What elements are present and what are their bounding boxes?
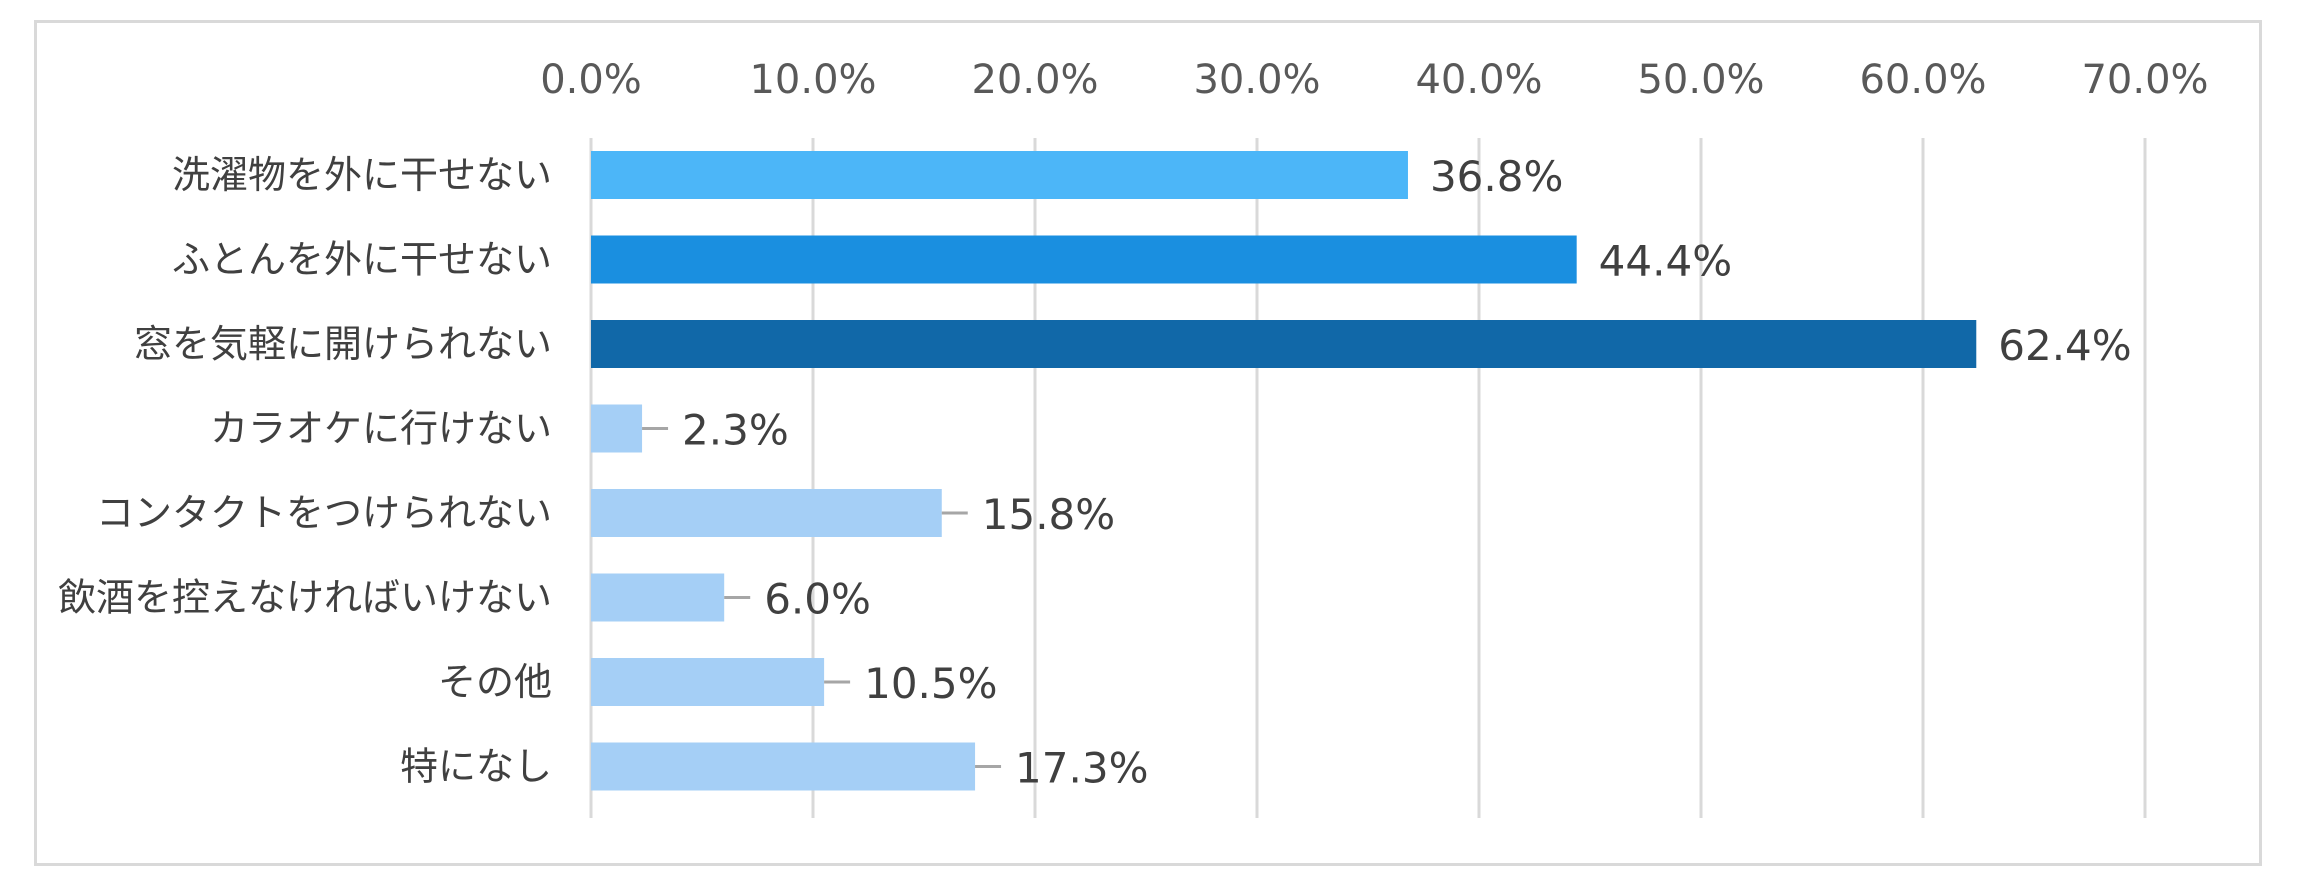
category-label: カラオケに行けない xyxy=(210,407,552,451)
x-tick-label: 60.0% xyxy=(1859,57,1986,103)
data-label: 62.4% xyxy=(1998,321,2131,370)
category-label: コンタクトをつけられない xyxy=(96,491,552,535)
bar xyxy=(591,151,1408,199)
chart-frame: 0.0% 10.0% 20.0% 30.0% 40.0% 50.0% 60.0% 70.0% 洗… xyxy=(34,20,2262,866)
x-tick-label: 70.0% xyxy=(2081,57,2208,103)
category-label: 特になし xyxy=(400,745,552,789)
category-label: ふとんを外に干せない xyxy=(172,238,552,282)
category-label: 窓を気軽に開けられない xyxy=(134,322,552,366)
x-tick-label: 50.0% xyxy=(1637,57,1764,103)
category-label: その他 xyxy=(438,660,552,704)
x-tick-label: 40.0% xyxy=(1415,57,1542,103)
data-label: 17.3% xyxy=(1015,744,1148,793)
bar-chart: 0.0% 10.0% 20.0% 30.0% 40.0% 50.0% 60.0% 70.0% 洗… xyxy=(58,57,2209,818)
data-label: 44.4% xyxy=(1599,237,1732,286)
x-tick-label: 0.0% xyxy=(540,57,642,103)
x-tick-label: 10.0% xyxy=(749,57,876,103)
data-label: 6.0% xyxy=(764,575,871,624)
category-label: 洗濯物を外に干せない xyxy=(172,153,552,197)
bar xyxy=(591,320,1977,368)
data-label: 15.8% xyxy=(982,490,1115,539)
bar xyxy=(591,235,1577,284)
data-label: 2.3% xyxy=(682,406,789,455)
bar xyxy=(591,573,725,622)
x-tick-label: 20.0% xyxy=(971,57,1098,103)
category-label: 飲酒を控えなければいけない xyxy=(58,576,552,620)
bar xyxy=(591,489,942,537)
bar xyxy=(591,404,643,453)
bar xyxy=(591,742,976,791)
bar xyxy=(591,658,825,706)
x-tick-label: 30.0% xyxy=(1193,57,1320,103)
data-label: 36.8% xyxy=(1430,152,1563,201)
data-label: 10.5% xyxy=(864,659,997,708)
